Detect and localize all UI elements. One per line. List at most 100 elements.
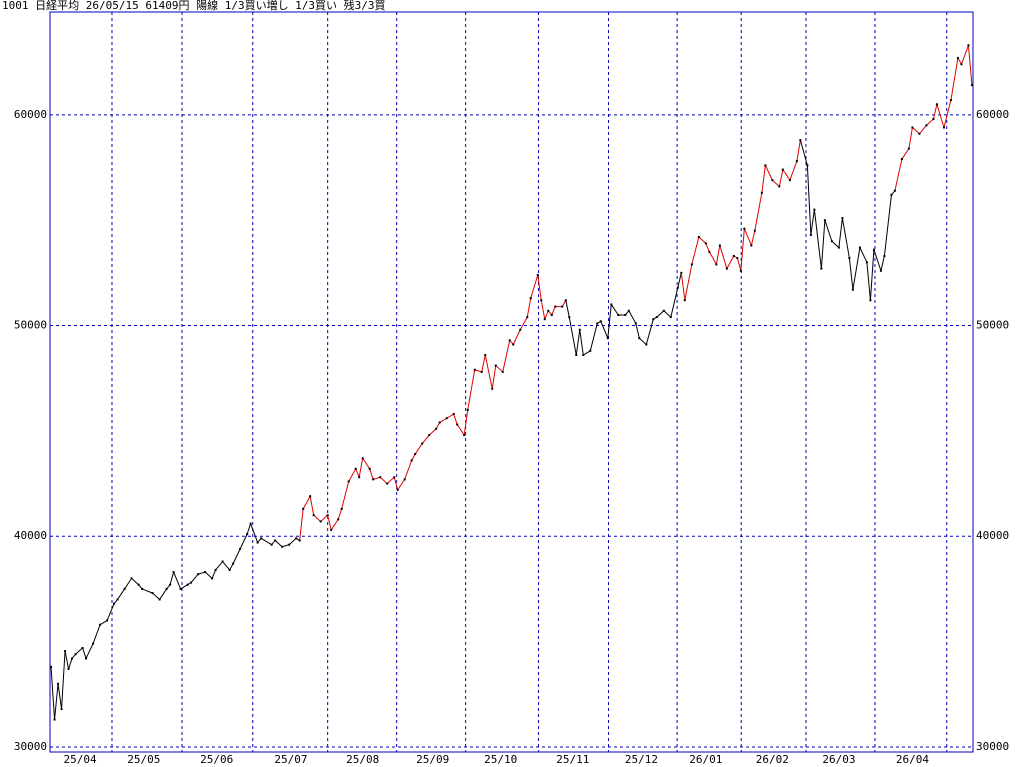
point-marker	[851, 288, 854, 291]
line-segment	[852, 247, 861, 290]
line-segment	[901, 148, 910, 160]
point-marker	[410, 459, 413, 462]
line-segment	[379, 476, 388, 484]
line-segment	[299, 508, 304, 541]
plot-frame	[49, 11, 974, 753]
line-segment	[810, 209, 815, 235]
point-marker	[463, 434, 466, 437]
point-marker	[491, 387, 494, 390]
point-marker	[634, 322, 637, 325]
point-marker	[435, 427, 438, 430]
point-marker	[141, 587, 144, 590]
line-segment	[421, 434, 430, 444]
point-marker	[445, 417, 448, 420]
line-segment	[894, 158, 903, 191]
line-segment	[610, 304, 619, 316]
point-marker	[386, 482, 389, 485]
line-segment	[957, 57, 962, 65]
point-marker	[529, 297, 532, 300]
point-marker	[403, 478, 406, 481]
line-segment	[362, 457, 371, 470]
point-marker	[697, 236, 700, 239]
line-segment	[820, 220, 826, 269]
point-marker	[519, 328, 522, 331]
line-segment	[866, 262, 871, 301]
line-segment	[82, 647, 87, 659]
line-segment	[705, 243, 710, 252]
point-marker	[484, 354, 487, 357]
line-segment	[302, 495, 311, 510]
point-marker	[358, 476, 361, 479]
x-tick-label: 26/03	[822, 753, 855, 766]
point-marker	[421, 442, 424, 445]
point-marker	[53, 718, 56, 721]
line-segment	[439, 417, 447, 423]
point-marker	[960, 63, 963, 66]
line-segment	[750, 230, 756, 246]
line-segment	[838, 218, 843, 248]
point-marker	[71, 657, 74, 660]
line-segment	[85, 643, 94, 659]
point-marker	[778, 185, 781, 188]
line-segment	[229, 563, 234, 571]
point-marker	[596, 322, 599, 325]
line-segment	[484, 354, 493, 389]
line-segment	[453, 413, 458, 425]
point-marker	[260, 537, 263, 540]
line-segment	[932, 104, 938, 120]
point-marker	[645, 343, 648, 346]
line-segment	[740, 228, 745, 271]
point-marker	[452, 413, 455, 416]
line-segment	[159, 588, 168, 600]
x-tick-label: 26/01	[689, 753, 722, 766]
y2-tick-label: 60000	[976, 108, 1009, 121]
point-marker	[806, 164, 809, 167]
point-marker	[652, 318, 655, 321]
point-marker	[690, 263, 693, 266]
point-marker	[568, 316, 571, 319]
line-segment	[813, 209, 822, 269]
point-marker	[214, 568, 217, 571]
point-marker	[841, 217, 844, 220]
point-marker	[123, 587, 126, 590]
point-marker	[92, 642, 95, 645]
line-segment	[544, 310, 549, 320]
point-marker	[750, 244, 753, 247]
line-segment	[106, 603, 115, 621]
x-tick-label: 25/04	[64, 753, 97, 766]
point-marker	[512, 343, 515, 346]
line-segment	[54, 683, 59, 720]
line-segment	[530, 274, 539, 299]
line-segment	[169, 571, 175, 585]
point-marker	[809, 233, 812, 236]
point-marker	[274, 539, 277, 542]
point-marker	[771, 179, 774, 182]
line-segment	[656, 310, 665, 318]
point-marker	[67, 667, 70, 670]
point-marker	[456, 423, 459, 426]
line-segment	[789, 161, 798, 181]
point-marker	[256, 541, 259, 544]
point-marker	[890, 193, 893, 196]
point-marker	[113, 602, 116, 605]
line-segment	[320, 514, 329, 522]
line-segment	[880, 255, 885, 271]
line-segment	[635, 323, 640, 339]
point-marker	[970, 84, 973, 87]
point-marker	[918, 132, 921, 135]
point-marker	[547, 309, 550, 312]
line-segment	[124, 578, 133, 590]
point-marker	[319, 520, 322, 523]
y-tick-label: 50000	[14, 319, 47, 332]
line-segment	[411, 453, 416, 461]
point-marker	[739, 269, 742, 272]
line-segment	[463, 409, 469, 436]
point-marker	[680, 271, 683, 274]
point-marker	[736, 257, 739, 260]
line-segment	[239, 533, 248, 550]
point-marker	[197, 573, 200, 576]
point-marker	[466, 408, 469, 411]
line-segment	[341, 481, 350, 509]
y2-tick-label: 40000	[976, 529, 1009, 542]
line-segment	[670, 287, 679, 318]
